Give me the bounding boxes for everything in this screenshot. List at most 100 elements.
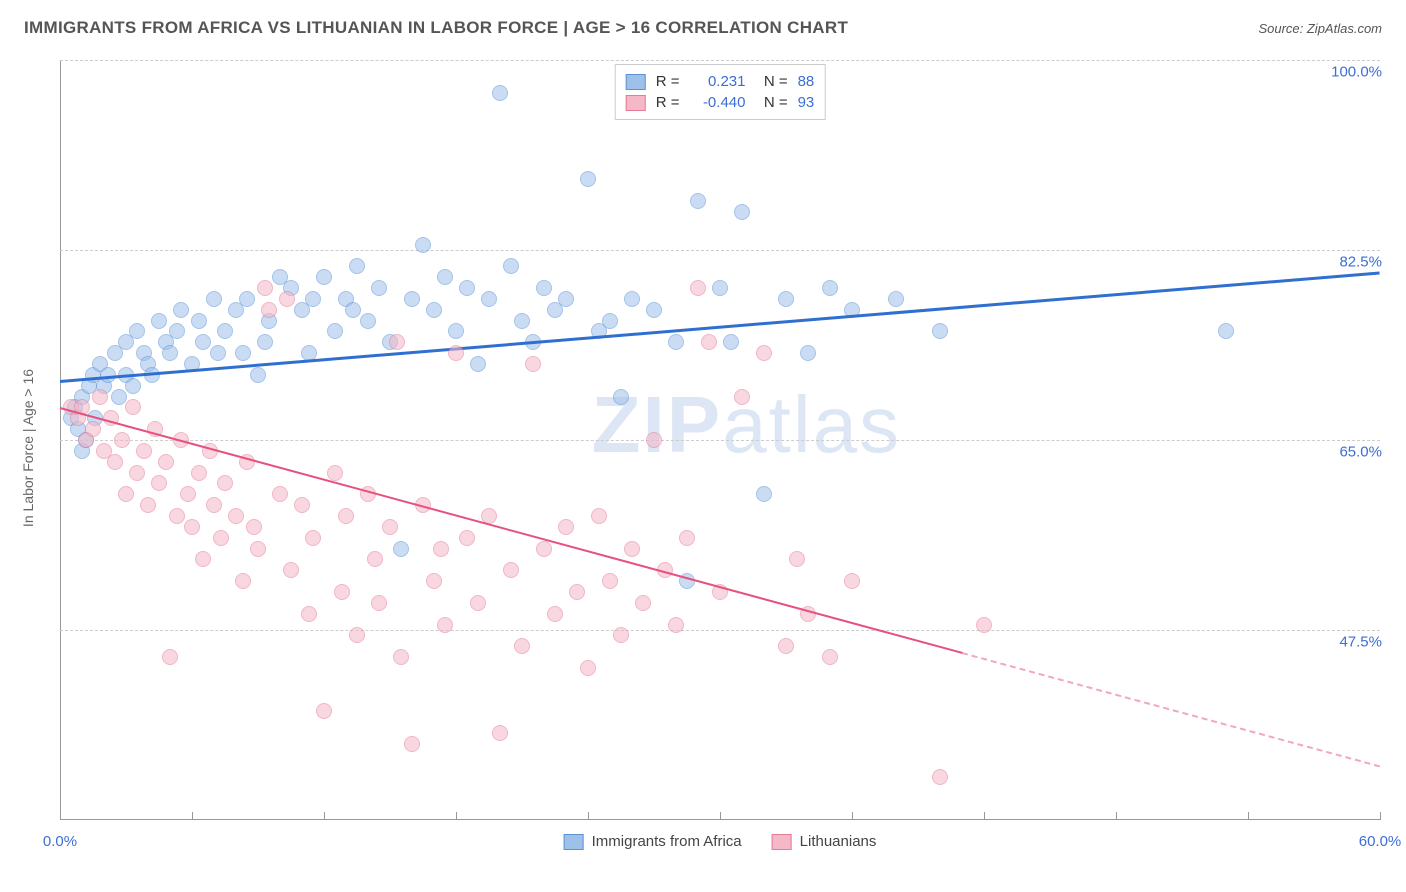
data-point (305, 530, 321, 546)
data-point (624, 541, 640, 557)
data-point (723, 334, 739, 350)
data-point (503, 562, 519, 578)
data-point (235, 345, 251, 361)
legend-item: Immigrants from Africa (564, 833, 742, 850)
data-point (404, 291, 420, 307)
x-tick-label: 0.0% (43, 833, 77, 850)
correlation-legend: R =0.231 N =88R =-0.440 N =93 (615, 64, 826, 120)
x-tick (588, 812, 589, 820)
data-point (734, 389, 750, 405)
legend-label: Lithuanians (800, 833, 877, 850)
data-point (261, 302, 277, 318)
data-point (756, 345, 772, 361)
data-point (822, 280, 838, 296)
data-point (624, 291, 640, 307)
y-tick-label: 47.5% (1339, 634, 1382, 651)
legend-row: R =-0.440 N =93 (626, 92, 815, 113)
data-point (426, 573, 442, 589)
data-point (257, 280, 273, 296)
legend-label: Immigrants from Africa (592, 833, 742, 850)
data-point (393, 649, 409, 665)
data-point (459, 530, 475, 546)
data-point (734, 204, 750, 220)
chart-header: IMMIGRANTS FROM AFRICA VS LITHUANIAN IN … (0, 0, 1406, 48)
data-point (668, 334, 684, 350)
data-point (213, 530, 229, 546)
data-point (470, 595, 486, 611)
legend-n-value: 93 (798, 94, 815, 111)
legend-r-label: R = (656, 73, 680, 90)
data-point (162, 345, 178, 361)
x-tick (192, 812, 193, 820)
x-tick (456, 812, 457, 820)
data-point (389, 334, 405, 350)
data-point (206, 497, 222, 513)
data-point (690, 280, 706, 296)
x-tick (1248, 812, 1249, 820)
data-point (756, 486, 772, 502)
legend-r-value: 0.231 (689, 73, 745, 90)
data-point (1218, 323, 1234, 339)
x-tick (1116, 812, 1117, 820)
x-tick (852, 812, 853, 820)
data-point (129, 323, 145, 339)
data-point (191, 465, 207, 481)
data-point (173, 302, 189, 318)
data-point (206, 291, 222, 307)
data-point (668, 617, 684, 633)
data-point (580, 660, 596, 676)
scatter-chart: In Labor Force | Age > 16 ZIPatlas 47.5%… (60, 60, 1380, 820)
data-point (151, 313, 167, 329)
data-point (789, 551, 805, 567)
data-point (536, 541, 552, 557)
data-point (257, 334, 273, 350)
data-point (129, 465, 145, 481)
x-tick (1380, 812, 1381, 820)
data-point (558, 291, 574, 307)
data-point (235, 573, 251, 589)
data-point (184, 519, 200, 535)
data-point (210, 345, 226, 361)
data-point (371, 280, 387, 296)
data-point (613, 389, 629, 405)
data-point (470, 356, 486, 372)
data-point (349, 627, 365, 643)
data-point (701, 334, 717, 350)
y-tick-label: 65.0% (1339, 444, 1382, 461)
data-point (107, 454, 123, 470)
data-point (580, 171, 596, 187)
data-point (844, 573, 860, 589)
grid-line (60, 250, 1380, 251)
data-point (294, 497, 310, 513)
legend-swatch (772, 834, 792, 850)
data-point (382, 519, 398, 535)
x-tick-label: 60.0% (1359, 833, 1402, 850)
data-point (976, 617, 992, 633)
data-point (433, 541, 449, 557)
data-point (415, 237, 431, 253)
data-point (712, 280, 728, 296)
data-point (646, 302, 662, 318)
data-point (180, 486, 196, 502)
data-point (393, 541, 409, 557)
data-point (250, 367, 266, 383)
data-point (191, 313, 207, 329)
data-point (778, 638, 794, 654)
data-point (158, 454, 174, 470)
legend-n-label: N = (755, 73, 787, 90)
data-point (536, 280, 552, 296)
data-point (338, 508, 354, 524)
data-point (602, 573, 618, 589)
data-point (228, 508, 244, 524)
data-point (481, 291, 497, 307)
legend-swatch (564, 834, 584, 850)
source-attribution: Source: ZipAtlas.com (1258, 21, 1382, 36)
legend-row: R =0.231 N =88 (626, 71, 815, 92)
data-point (932, 323, 948, 339)
trend-line (962, 652, 1381, 767)
data-point (334, 584, 350, 600)
data-point (635, 595, 651, 611)
data-point (679, 530, 695, 546)
grid-line (60, 60, 1380, 61)
data-point (327, 465, 343, 481)
